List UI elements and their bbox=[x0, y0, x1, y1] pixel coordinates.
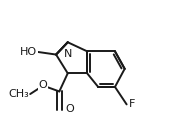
Text: O: O bbox=[39, 80, 48, 90]
Text: CH₃: CH₃ bbox=[8, 89, 29, 99]
Text: N: N bbox=[63, 49, 72, 59]
Text: O: O bbox=[65, 104, 74, 114]
Text: HO: HO bbox=[20, 47, 37, 57]
Text: F: F bbox=[129, 99, 136, 109]
